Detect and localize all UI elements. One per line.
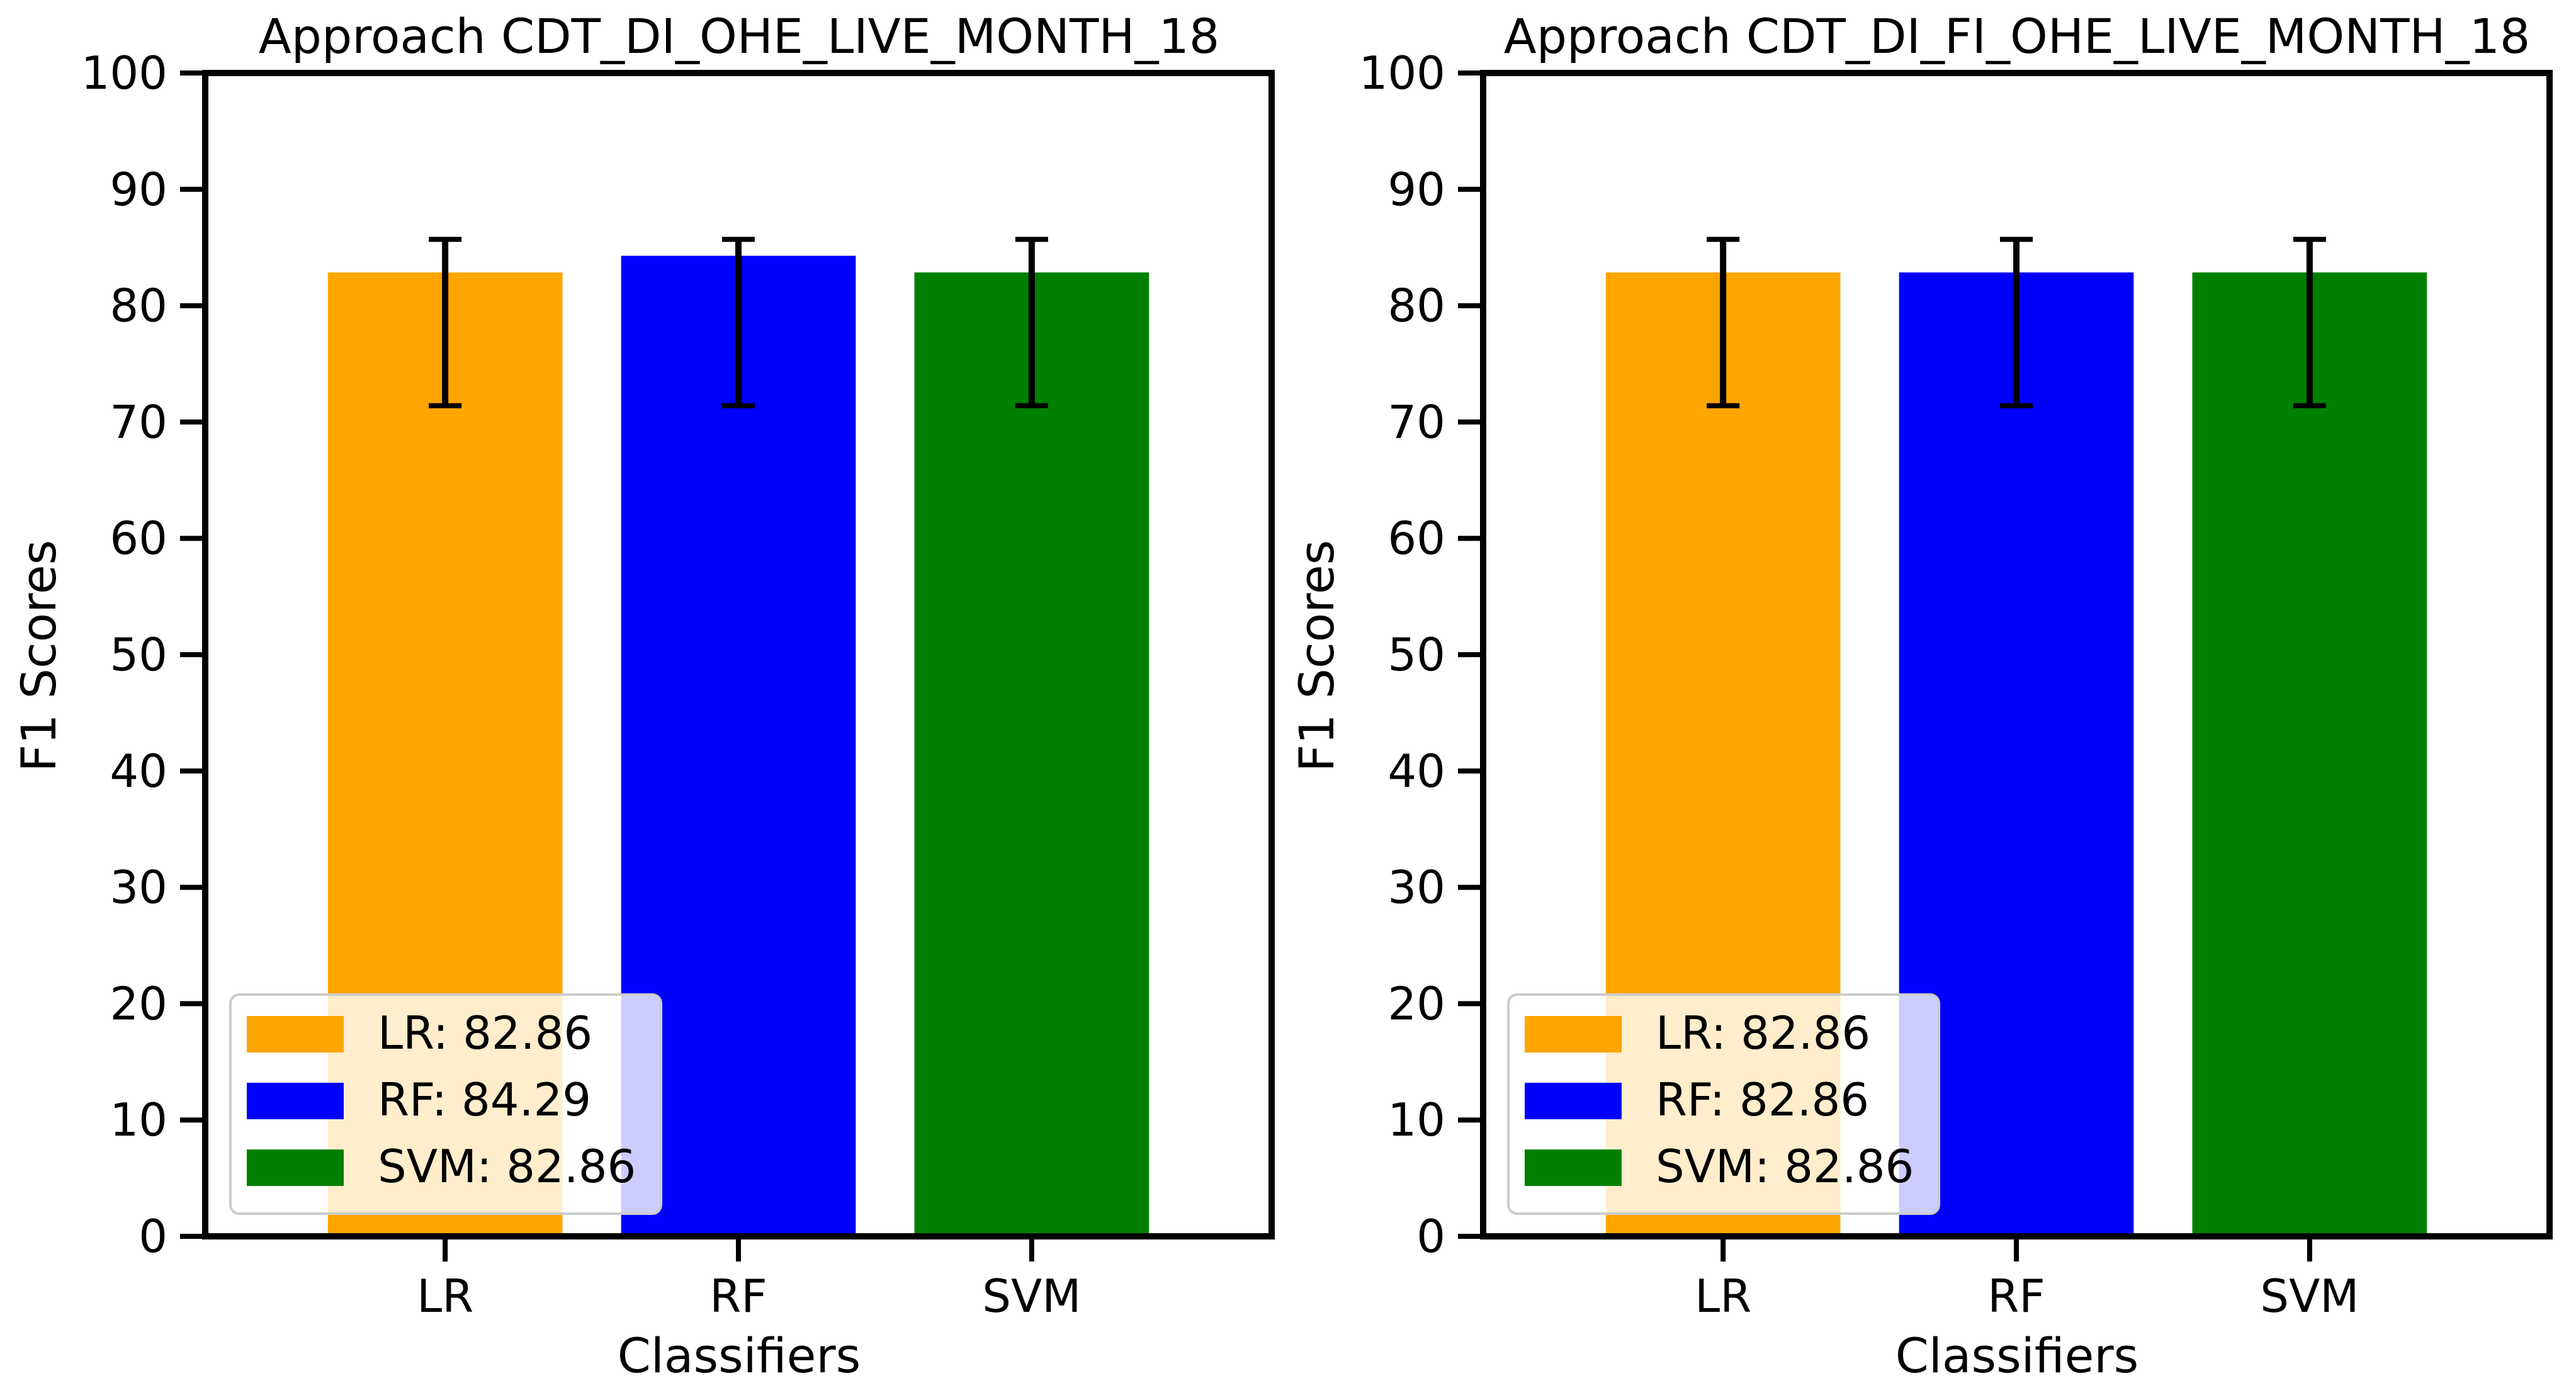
y-axis-label: F1 Scores xyxy=(11,540,67,772)
x-axis-label: Classifiers xyxy=(618,1328,861,1384)
y-tick-label: 50 xyxy=(1387,628,1445,681)
y-tick-label: 100 xyxy=(1359,47,1445,99)
y-tick-label: 30 xyxy=(1387,861,1445,914)
y-tick-label: 90 xyxy=(1387,163,1445,216)
legend-swatch-lr xyxy=(1525,1016,1622,1053)
legend-swatch-svm xyxy=(1525,1149,1622,1186)
legend-swatch-rf xyxy=(1525,1083,1622,1119)
y-tick-label: 10 xyxy=(110,1093,167,1146)
error-bar-rf xyxy=(722,237,755,409)
chart-right: Approach CDT_DI_FI_OHE_LIVE_MONTH_18 0 10… xyxy=(1289,8,2553,1384)
y-tick-label: 0 xyxy=(1416,1210,1445,1263)
legend-swatch-rf xyxy=(247,1083,344,1119)
y-tick-label: 80 xyxy=(1387,279,1445,332)
legend: LR: 82.86 RF: 84.29 SVM: 82.86 xyxy=(229,993,662,1215)
legend-label-svm: SVM: 82.86 xyxy=(1656,1140,1914,1193)
legend-label-lr: LR: 82.86 xyxy=(1656,1007,1870,1059)
bar-svm xyxy=(2192,272,2427,1236)
y-tick-label: 60 xyxy=(1387,512,1445,565)
bar-svm xyxy=(914,272,1150,1236)
error-bar-svm xyxy=(2293,237,2326,409)
x-tick-label: RF xyxy=(709,1270,767,1323)
legend: LR: 82.86 RF: 82.86 SVM: 82.86 xyxy=(1507,993,1940,1215)
legend-label-lr: LR: 82.86 xyxy=(378,1007,592,1059)
y-tick-label: 40 xyxy=(110,745,167,798)
y-tick-label: 0 xyxy=(138,1210,167,1263)
legend-swatch-svm xyxy=(247,1149,344,1186)
y-tick-label: 50 xyxy=(110,628,167,681)
y-tick-label: 10 xyxy=(1387,1093,1445,1146)
x-tick-label: SVM xyxy=(2260,1270,2359,1323)
x-tick-label: SVM xyxy=(982,1270,1081,1323)
y-tick-label: 70 xyxy=(1387,395,1445,448)
x-tick-label: LR xyxy=(1695,1270,1751,1323)
legend-label-rf: RF: 84.29 xyxy=(378,1073,591,1126)
y-tick-label: 80 xyxy=(110,279,167,332)
x-tick-label: RF xyxy=(1987,1270,2045,1323)
x-axis-label: Classifiers xyxy=(1895,1328,2139,1384)
chart-title: Approach CDT_DI_OHE_LIVE_MONTH_18 xyxy=(259,8,1219,64)
y-tick-label: 90 xyxy=(110,163,167,216)
y-tick-label: 40 xyxy=(1387,745,1445,798)
axes-frame xyxy=(1480,70,2553,1239)
x-tick-label: LR xyxy=(417,1270,473,1323)
error-bar-svm xyxy=(1015,237,1048,409)
y-axis-label: F1 Scores xyxy=(1289,540,1345,772)
error-bar-rf xyxy=(2000,237,2033,409)
axes-frame xyxy=(202,70,1275,1239)
y-tick-label: 30 xyxy=(110,861,167,914)
error-bar-lr xyxy=(429,237,462,409)
error-bar-lr xyxy=(1707,237,1740,409)
chart-left: Approach CDT_DI_OHE_LIVE_MONTH_18 0 10 20 3… xyxy=(11,8,1275,1384)
y-tick-label: 20 xyxy=(110,977,167,1030)
y-tick-label: 20 xyxy=(1387,977,1445,1030)
legend-label-svm: SVM: 82.86 xyxy=(378,1140,636,1193)
legend-label-rf: RF: 82.86 xyxy=(1656,1073,1869,1126)
legend-swatch-lr xyxy=(247,1016,344,1053)
y-tick-label: 70 xyxy=(110,395,167,448)
y-tick-label: 60 xyxy=(110,512,167,565)
chart-title: Approach CDT_DI_FI_OHE_LIVE_MONTH_18 xyxy=(1504,8,2531,64)
plot-area: 0 10 20 30 40 50 60 70 80 90 100 LR RF SVM xyxy=(81,47,1275,1323)
y-tick-label: 100 xyxy=(81,47,167,99)
